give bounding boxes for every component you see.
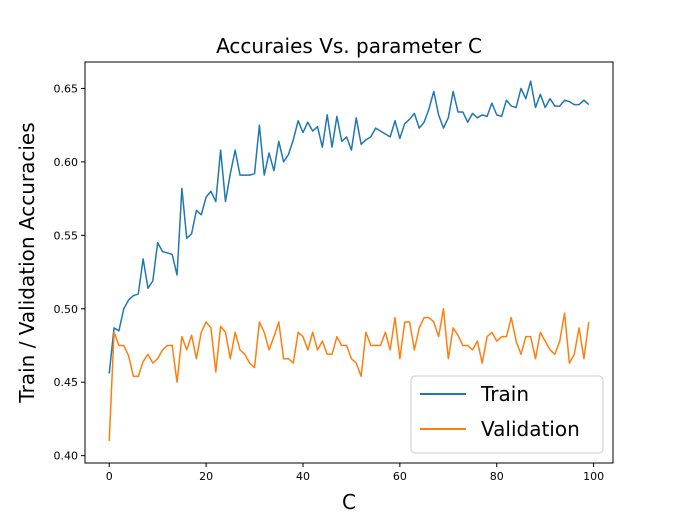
- y-tick-label: 0.45: [54, 376, 79, 389]
- chart-title: Accuraies Vs. parameter C: [216, 34, 482, 58]
- x-tick-label: 80: [490, 470, 504, 483]
- y-tick-label: 0.55: [54, 229, 79, 242]
- series-layer: [108, 80, 590, 442]
- y-tick-label: 0.60: [54, 156, 79, 169]
- x-tick-label: 0: [106, 470, 113, 483]
- x-tick-label: 100: [583, 470, 604, 483]
- y-axis-title: Train / Validation Accuracies: [15, 122, 39, 403]
- legend-label-train: Train: [480, 382, 529, 406]
- legend-label-validation: Validation: [481, 417, 580, 441]
- x-tick-label: 60: [393, 470, 407, 483]
- y-tick-label: 0.40: [54, 450, 79, 463]
- x-axis-title: C: [342, 490, 356, 514]
- y-tick-label: 0.50: [54, 303, 79, 316]
- x-tick-label: 40: [296, 470, 310, 483]
- y-axis-ticks: 0.40 0.45 0.50 0.55 0.60 0.65: [54, 82, 85, 463]
- plot-frame: [84, 61, 614, 464]
- legend: Train Validation: [410, 375, 604, 454]
- series-line-train: [108, 80, 590, 374]
- x-tick-label: 20: [199, 470, 213, 483]
- legend-box: [410, 375, 604, 454]
- series-line-validation: [108, 308, 590, 442]
- y-tick-label: 0.65: [54, 82, 79, 95]
- x-axis-ticks: 0 20 40 60 80 100: [106, 463, 604, 483]
